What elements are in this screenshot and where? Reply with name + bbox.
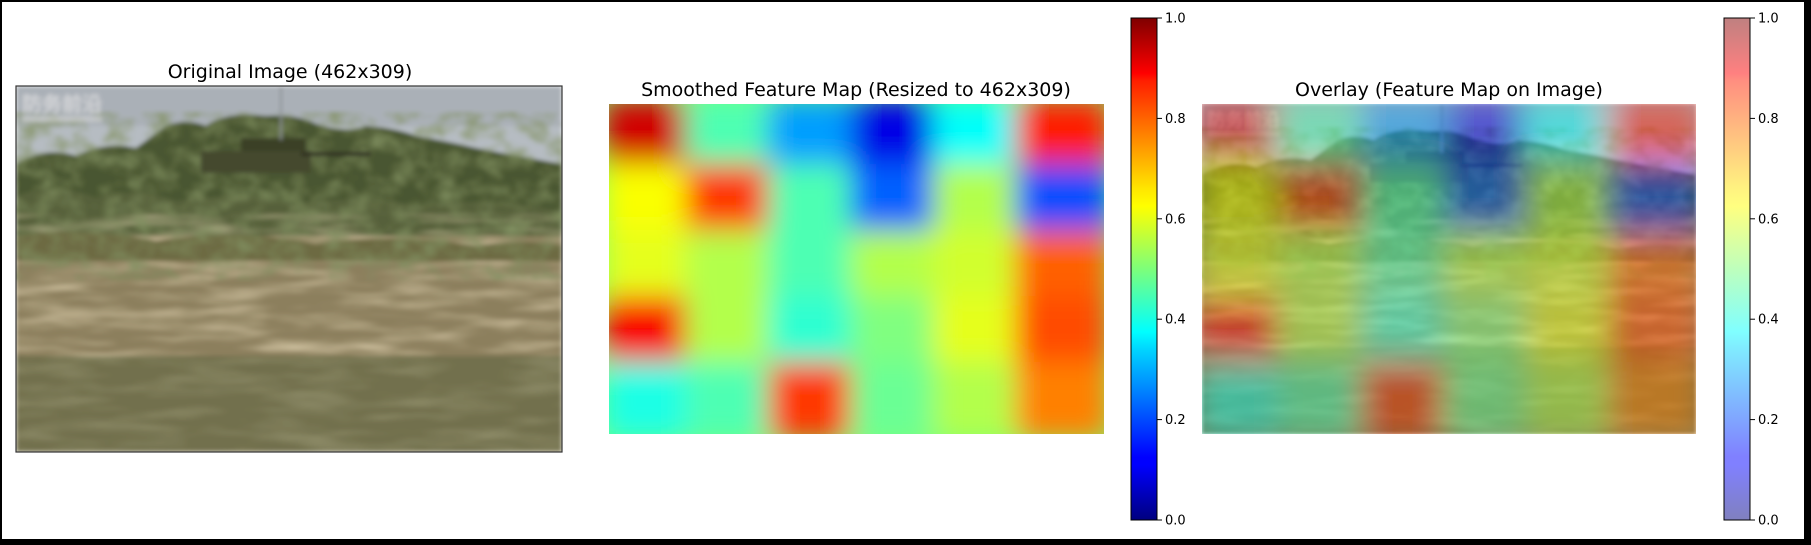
heatmap-cell: [609, 164, 698, 242]
heatmap-cell: [933, 230, 1028, 308]
heatmap-cell: [1360, 230, 1455, 308]
heatmap-cell: [1278, 296, 1373, 374]
heatmap-cell: [1278, 362, 1373, 434]
original-image-title: Original Image (462x309): [168, 61, 413, 83]
heatmap-cell: [850, 230, 945, 308]
heatmap-cell: [1607, 362, 1696, 434]
heatmap-cell: [768, 164, 863, 242]
heatmap-cell: [1525, 296, 1620, 374]
colorbar-tick-label: 1.0: [1758, 12, 1779, 27]
colorbar-tick-label: 0.0: [1758, 514, 1779, 529]
heatmap-cell: [1607, 230, 1696, 308]
colorbar-feature-map: 0.0 0.2 0.4 0.6 0.8 1.0: [1130, 12, 1186, 529]
colorbar-tick-label: 0.6: [1165, 212, 1186, 227]
panel-smoothed-feature-map: Smoothed Feature Map (Resized to 462x309…: [609, 12, 1186, 529]
colorbar-tick-label: 0.4: [1165, 313, 1186, 328]
colorbar-tick-label: 0.8: [1758, 112, 1779, 127]
heatmap-cell: [1278, 164, 1373, 242]
heatmap-cell: [1443, 164, 1538, 242]
heatmap-cell: [768, 362, 863, 434]
original-image: [15, 85, 563, 453]
heatmap-cell: [685, 362, 780, 434]
heatmap-cell: [1360, 296, 1455, 374]
feature-map-title: Smoothed Feature Map (Resized to 462x309…: [641, 79, 1071, 101]
heatmap-cell: [609, 230, 698, 308]
heatmap-cell: [685, 296, 780, 374]
heatmap-cell: [685, 164, 780, 242]
heatmap-cell: [1360, 164, 1455, 242]
heatmap-cell: [1015, 296, 1104, 374]
colorbar-ticks: 0.0 0.2 0.4 0.6 0.8 1.0: [1157, 12, 1186, 529]
colorbar-tick-label: 0.4: [1758, 313, 1779, 328]
heatmap-cell: [1202, 362, 1291, 434]
colorbar-tick-label: 0.2: [1165, 413, 1186, 428]
heatmap-cells: [609, 104, 1104, 434]
heatmap-cell: [850, 164, 945, 242]
heatmap-cell: [933, 164, 1028, 242]
heatmap-cell: [1525, 164, 1620, 242]
heatmap-cell: [1278, 230, 1373, 308]
heatmap-cell: [609, 296, 698, 374]
colorbar-ticks: 0.0 0.2 0.4 0.6 0.8 1.0: [1750, 12, 1779, 529]
heatmap-cell: [768, 296, 863, 374]
heatmap-cell: [1360, 362, 1455, 434]
heatmap-cell: [1015, 230, 1104, 308]
colorbar-tick-label: 1.0: [1165, 12, 1186, 27]
heatmap-cell: [1525, 230, 1620, 308]
colorbar-tick-label: 0.2: [1758, 413, 1779, 428]
overlay-heatmap-cells: [1202, 104, 1696, 434]
feature-map-heatmap: [609, 104, 1104, 434]
panel-original-image: Original Image (462x309): [15, 61, 563, 453]
heatmap-cell: [1015, 362, 1104, 434]
heatmap-cell: [1607, 164, 1696, 242]
heatmap-cell: [685, 230, 780, 308]
heatmap-cell: [933, 362, 1028, 434]
colorbar-tick-label: 0.0: [1165, 514, 1186, 529]
heatmap-cell: [850, 362, 945, 434]
heatmap-cell: [933, 296, 1028, 374]
panel-overlay: Overlay (Feature Map on Image) 0.0 0.2 0.4…: [1202, 12, 1779, 529]
colorbar-tick-label: 0.8: [1165, 112, 1186, 127]
heatmap-cell: [768, 230, 863, 308]
heatmap-cell: [609, 362, 698, 434]
heatmap-cell: [1525, 362, 1620, 434]
heatmap-cell: [1443, 296, 1538, 374]
heatmap-cell: [1202, 230, 1291, 308]
heatmap-cell: [1443, 362, 1538, 434]
colorbar-tick-label: 0.6: [1758, 212, 1779, 227]
overlay-image: [1202, 104, 1696, 434]
heatmap-cell: [1202, 164, 1291, 242]
heatmap-cell: [850, 296, 945, 374]
heatmap-cell: [1607, 296, 1696, 374]
colorbar-overlay: 0.0 0.2 0.4 0.6 0.8 1.0: [1723, 12, 1779, 529]
heatmap-cell: [1015, 164, 1104, 242]
heatmap-cell: [1202, 296, 1291, 374]
overlay-title: Overlay (Feature Map on Image): [1295, 79, 1603, 101]
heatmap-cell: [1443, 230, 1538, 308]
